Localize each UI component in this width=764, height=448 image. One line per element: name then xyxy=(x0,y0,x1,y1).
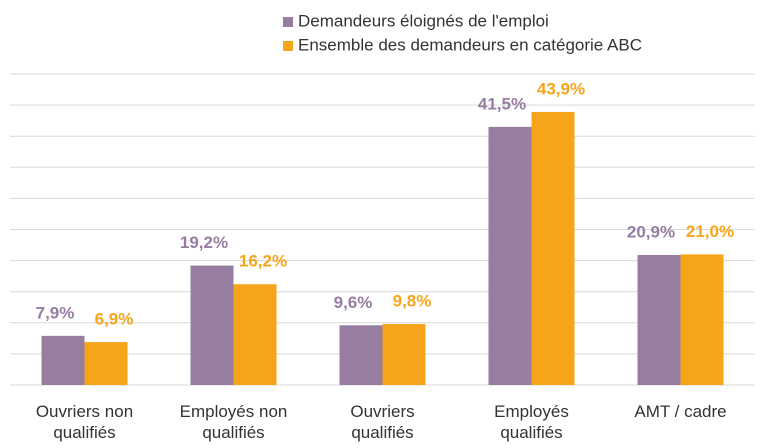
x-tick-label: Employés non qualifiés xyxy=(179,402,288,442)
bar xyxy=(680,254,724,385)
bar xyxy=(190,265,234,385)
data-label: 43,9% xyxy=(537,79,585,98)
x-tick-label: AMT / cadre xyxy=(634,402,727,421)
data-label: 41,5% xyxy=(478,94,526,113)
legend-label: Demandeurs éloignés de l'emploi xyxy=(298,11,549,30)
data-label: 6,9% xyxy=(95,310,134,329)
bar xyxy=(488,126,532,386)
bar xyxy=(41,335,85,385)
x-tick-label: Employés qualifiés xyxy=(494,402,569,442)
data-label: 19,2% xyxy=(180,233,228,252)
x-tick-label: Ouvriers non qualifiés xyxy=(35,402,134,442)
data-label: 21,0% xyxy=(686,222,734,241)
legend-swatch xyxy=(283,41,293,51)
bar xyxy=(339,325,383,385)
data-label: 9,6% xyxy=(334,293,373,312)
data-label: 9,8% xyxy=(393,292,432,311)
bar xyxy=(637,255,681,385)
bar xyxy=(531,111,575,385)
bar xyxy=(233,284,277,385)
data-label: 16,2% xyxy=(239,252,287,271)
x-tick-label: Ouvriers qualifiés xyxy=(350,402,415,442)
data-label: 20,9% xyxy=(627,222,675,241)
bar xyxy=(84,342,128,385)
bar xyxy=(382,324,426,385)
legend-label: Ensemble des demandeurs en catégorie ABC xyxy=(298,35,642,54)
legend-swatch xyxy=(283,17,293,27)
data-label: 7,9% xyxy=(36,303,75,322)
